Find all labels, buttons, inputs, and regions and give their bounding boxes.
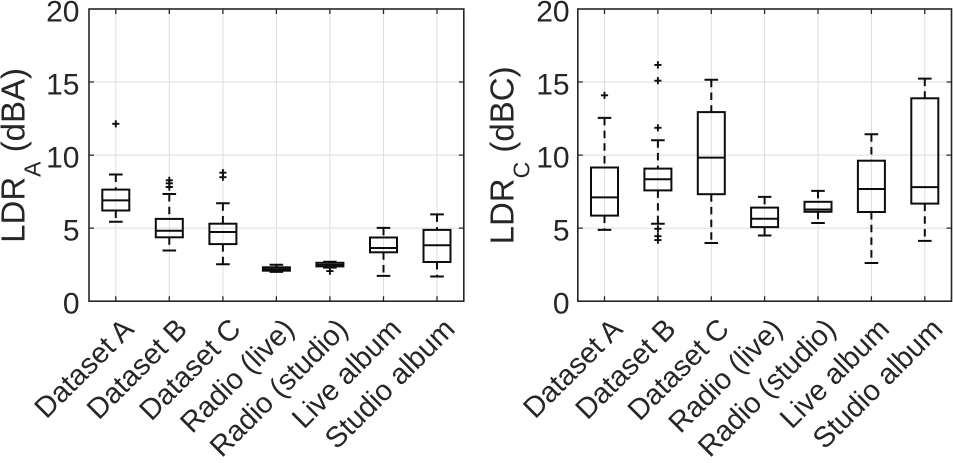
svg-text:20: 20	[46, 0, 79, 29]
svg-text:20: 20	[536, 0, 569, 29]
svg-text:5: 5	[553, 215, 570, 248]
svg-text:10: 10	[536, 142, 569, 175]
svg-text:5: 5	[63, 215, 80, 248]
svg-text:0: 0	[553, 288, 570, 321]
svg-text:15: 15	[46, 69, 79, 102]
svg-text:10: 10	[46, 142, 79, 175]
svg-text:15: 15	[536, 69, 569, 102]
svg-text:0: 0	[63, 288, 80, 321]
